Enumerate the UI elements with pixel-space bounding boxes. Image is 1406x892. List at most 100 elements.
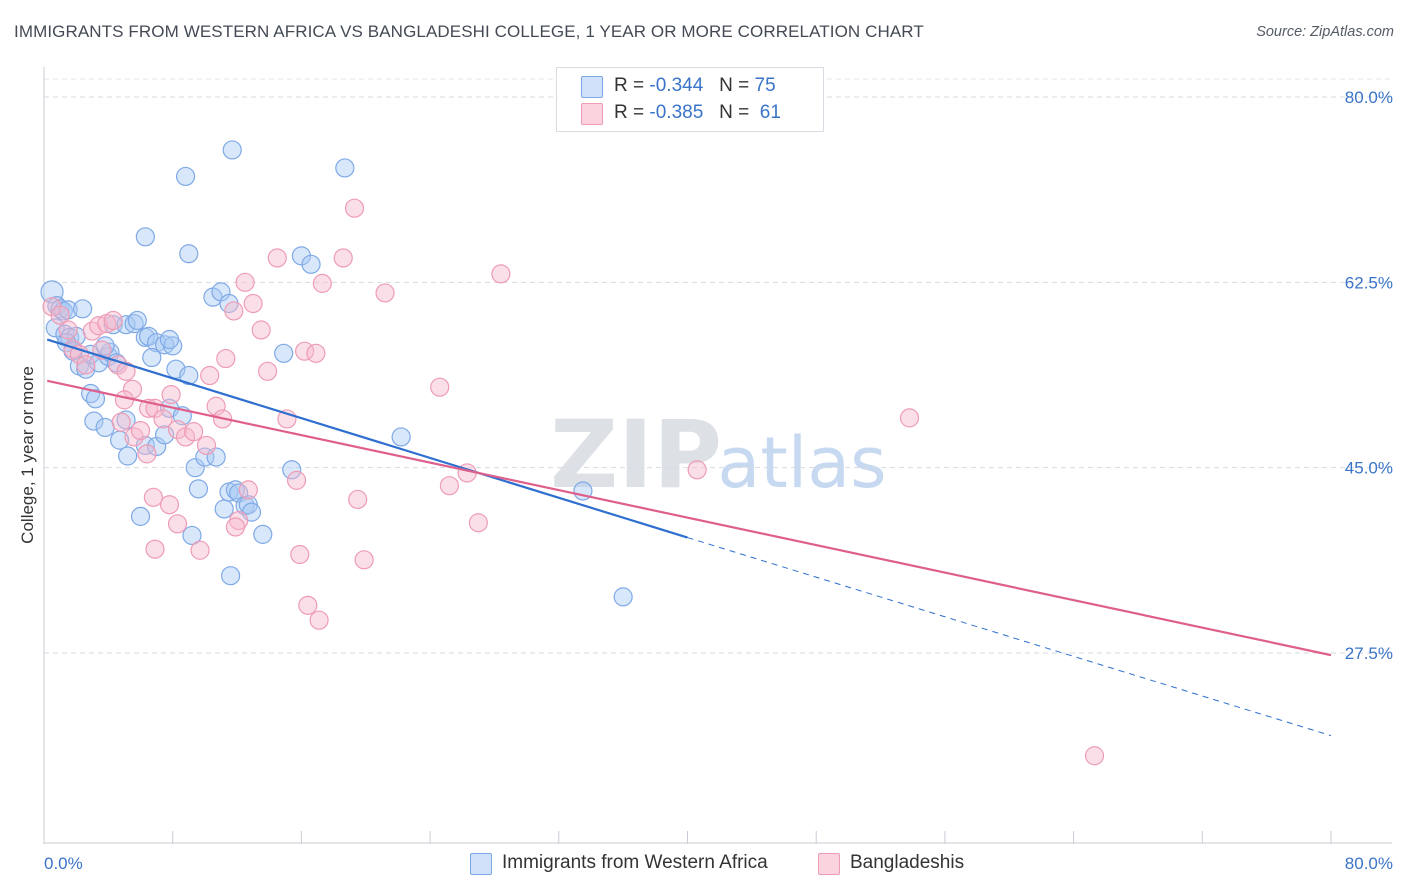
point-western-africa [95,417,115,438]
source-label: Source: ZipAtlas.com [1256,24,1394,40]
point-bangladeshis [216,348,236,369]
point-bangladeshis [224,301,244,321]
point-western-africa [335,158,355,178]
point-bangladeshis [130,421,151,441]
x-tick-label: 80.0% [1345,854,1393,873]
point-bangladeshis [137,444,157,464]
point-bangladeshis [159,495,180,515]
point-bangladeshis [687,460,707,480]
legend-swatch-blue [470,853,492,875]
legend-swatch-pink [818,853,840,875]
point-bangladeshis [1084,746,1105,766]
y-tick-label: 27.5% [1345,644,1393,663]
trend-line-bangladeshis [46,379,1332,657]
point-bangladeshis [251,320,271,340]
point-bangladeshis [354,550,374,570]
point-western-africa [253,524,273,544]
point-bangladeshis [196,435,217,456]
point-bangladeshis [267,248,287,268]
point-bangladeshis [225,517,246,537]
point-western-africa [130,506,151,526]
correlation-legend: R = -0.344 N = 75 R = -0.385 N = 61 [556,67,824,132]
trend-line-western-africa [46,338,688,539]
legend-label: Bangladeshis [850,852,965,873]
point-bangladeshis [238,480,258,500]
tick-labels: 27.5% 45.0% 62.5% 80.0% 0.0% 80.0% [44,88,1393,873]
point-bangladeshis [145,539,165,559]
legend-swatch-blue [581,76,603,98]
point-bangladeshis [153,409,173,429]
point-western-africa [50,299,70,319]
point-bangladeshis [430,377,450,397]
point-bangladeshis [258,361,278,381]
point-western-africa [391,427,411,447]
legend-text: R = -0.344 N = 75 [614,75,776,96]
point-bangladeshis [306,343,326,363]
gridlines [44,78,1392,654]
point-bangladeshis [111,412,131,432]
point-bangladeshis [298,595,318,615]
trend-lines [46,338,1332,737]
y-tick-label: 80.0% [1345,88,1393,107]
point-western-africa [124,314,144,334]
y-tick-label: 45.0% [1345,459,1393,478]
point-bangladeshis [184,422,204,442]
chart-title: IMMIGRANTS FROM WESTERN AFRICA VS BANGLA… [14,22,924,41]
point-bangladeshis [76,355,96,375]
point-bangladeshis [89,316,109,336]
legend-text: R = -0.385 N = 61 [614,102,781,123]
point-bangladeshis [439,476,460,496]
point-western-africa [73,299,93,319]
point-western-africa [301,254,321,274]
point-bangladeshis [344,198,365,218]
point-western-africa [182,525,202,546]
point-bangladeshis [161,384,181,405]
point-bangladeshis [143,487,163,507]
watermark-atlas: atlas [717,422,886,504]
point-western-africa [282,460,302,480]
point-western-africa [116,410,136,430]
point-western-africa [222,140,242,160]
watermark-zip: ZIP [550,401,722,510]
point-western-africa [40,280,64,304]
point-bangladeshis [309,610,329,630]
axes [43,67,1392,844]
watermark: ZIP atlas [550,401,887,510]
point-bangladeshis [58,320,78,340]
point-western-africa [188,479,209,499]
point-western-africa [142,347,162,368]
x-tick-label: 0.0% [44,854,83,873]
point-western-africa [274,343,294,363]
point-bangladeshis [167,514,188,534]
point-western-africa [85,389,106,409]
point-bangladeshis [190,540,210,560]
point-bangladeshis [468,513,488,533]
point-western-africa [116,315,136,335]
legend-label: Immigrants from Western Africa [502,852,768,873]
point-bangladeshis [114,390,135,410]
point-bangladeshis [290,544,310,565]
y-tick-label: 62.5% [1345,273,1393,292]
point-bangladeshis [243,293,263,314]
point-bangladeshis [286,470,307,490]
point-western-africa [221,566,241,586]
point-bangladeshis [103,310,123,331]
point-western-africa [179,365,199,386]
point-bangladeshis [50,305,70,325]
point-bangladeshis [375,283,395,303]
point-western-africa [127,310,147,331]
point-bangladeshis [235,272,255,292]
point-western-africa [613,587,633,607]
point-bangladeshis [312,273,332,293]
point-western-africa [214,499,234,519]
point-bangladeshis [116,361,136,381]
trend-line-extension [687,537,1332,737]
point-western-africa [118,446,138,466]
point-bangladeshis [63,339,83,359]
point-western-africa [179,244,199,264]
legend-swatch-pink [581,103,603,125]
data-points [40,140,1105,766]
point-bangladeshis [333,248,353,268]
point-bangladeshis [200,365,220,386]
